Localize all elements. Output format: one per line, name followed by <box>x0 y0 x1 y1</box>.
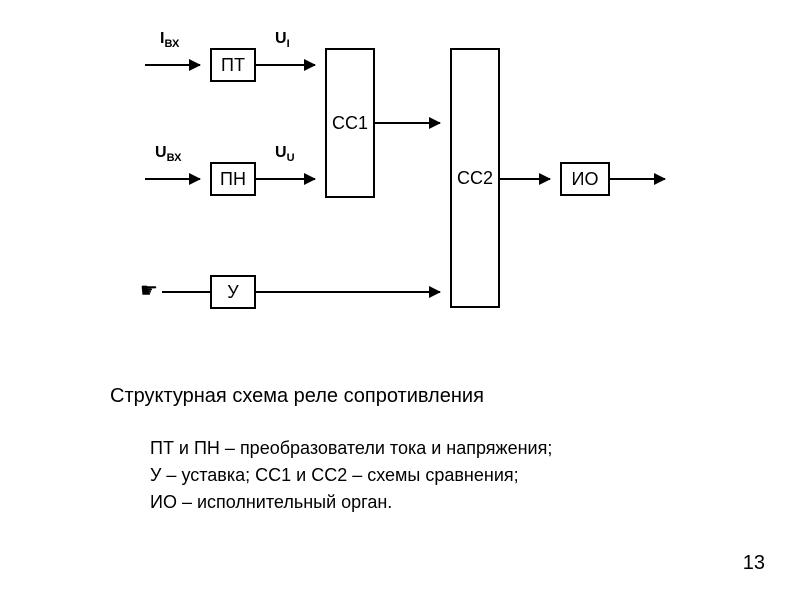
label-u-u-base: U <box>275 144 287 161</box>
block-cc2: СС2 <box>450 48 500 308</box>
arrow-pn-to-cc1 <box>256 178 315 180</box>
block-pt: ПТ <box>210 48 256 82</box>
label-u-u-sub: U <box>287 152 295 164</box>
arrow-cc1-to-cc2 <box>375 122 440 124</box>
legend-line-2: У – уставка; СС1 и СС2 – схемы сравнения… <box>150 462 552 489</box>
legend: ПТ и ПН – преобразователи тока и напряже… <box>150 435 552 516</box>
hand-icon: ☛ <box>140 278 158 303</box>
block-u: У <box>210 275 256 309</box>
legend-line-3: ИО – исполнительный орган. <box>150 489 552 516</box>
label-u-i-base: U <box>275 30 287 47</box>
arrow-u-in-to-pn <box>145 178 200 180</box>
label-u-in-sub: ВХ <box>167 152 182 164</box>
arrow-i-in-to-pt <box>145 64 200 66</box>
block-cc1: СС1 <box>325 48 375 198</box>
label-u-in-base: U <box>155 144 167 161</box>
arrow-pt-to-cc1 <box>256 64 315 66</box>
label-i-in-sub: ВХ <box>164 38 179 50</box>
block-pn: ПН <box>210 162 256 196</box>
block-io: ИО <box>560 162 610 196</box>
legend-line-1: ПТ и ПН – преобразователи тока и напряже… <box>150 435 552 462</box>
block-diagram: ПТ ПН У СС1 СС2 ИО IВХ UI UВХ UU ☛ <box>100 30 700 350</box>
label-u-i-sub: I <box>287 38 290 50</box>
arrow-u-to-cc2 <box>256 291 440 293</box>
caption: Структурная схема реле сопротивления <box>110 385 484 408</box>
arrow-io-out <box>610 178 665 180</box>
arrow-cc2-to-io <box>500 178 550 180</box>
line-hand-to-u <box>162 291 210 293</box>
page-number: 13 <box>743 552 765 575</box>
